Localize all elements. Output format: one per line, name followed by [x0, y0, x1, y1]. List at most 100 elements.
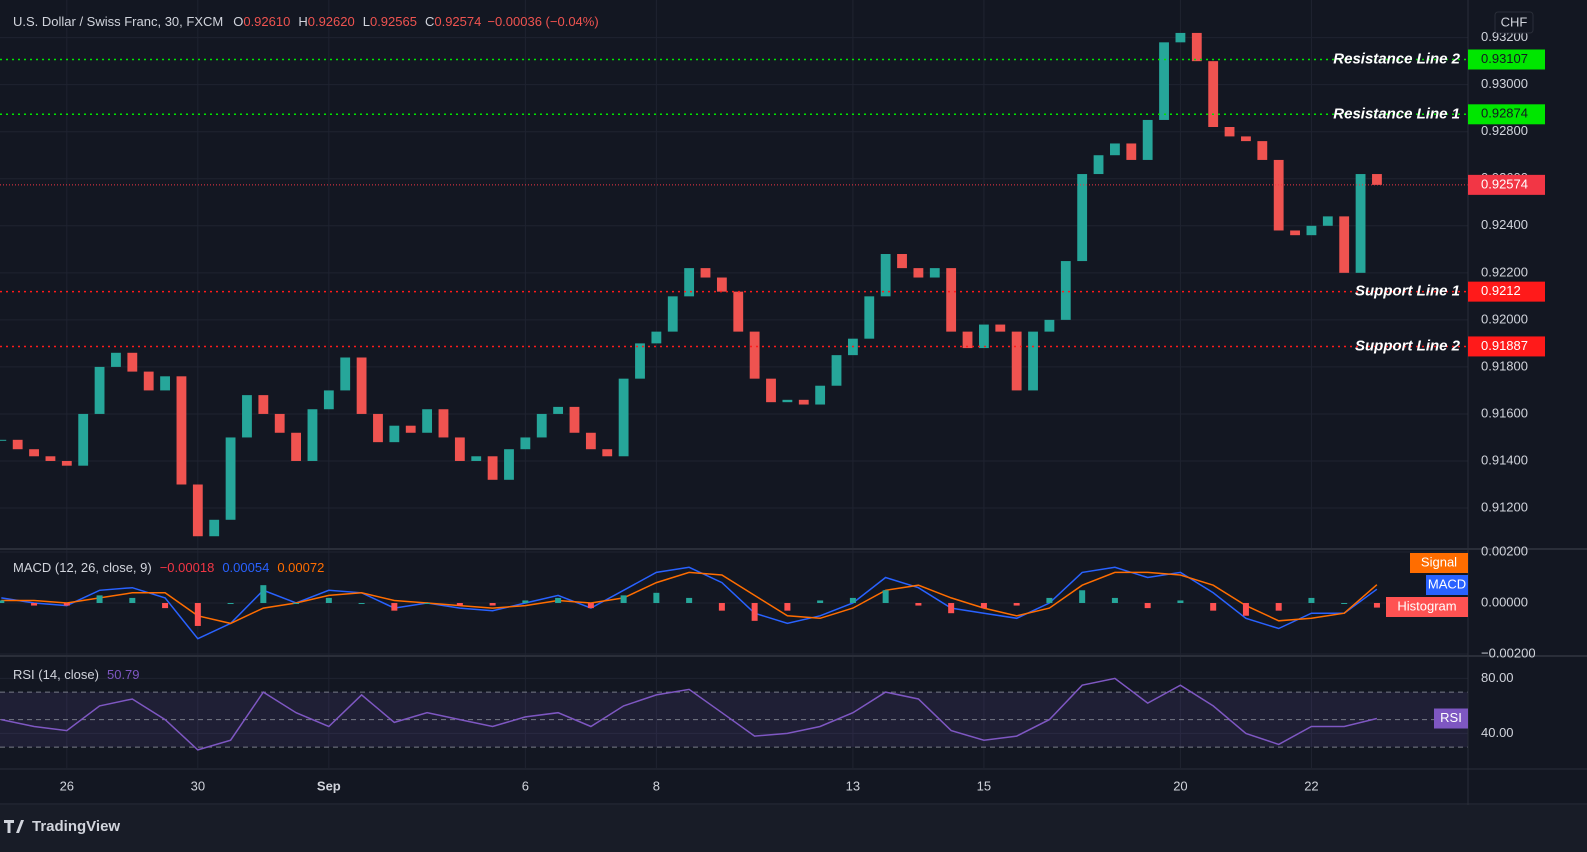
candle: [995, 324, 1006, 332]
candle: [1224, 127, 1235, 137]
histogram-bar: [0, 600, 5, 604]
macd-value: −0.00018: [160, 560, 215, 575]
candle: [1372, 174, 1382, 185]
candle: [897, 254, 907, 269]
macd-value: 0.00054: [222, 560, 269, 575]
candle: [291, 432, 302, 461]
change: −0.00036 (−0.04%): [487, 14, 598, 29]
y-tick-label: 40.00: [1481, 725, 1514, 740]
histogram-bar: [1111, 597, 1118, 604]
legend-box: [1386, 597, 1468, 617]
candle: [782, 399, 793, 403]
level-value: 0.91887: [1481, 338, 1528, 353]
candle: [274, 413, 285, 433]
candle: [438, 409, 449, 438]
candle: [798, 399, 809, 405]
level-name: Resistance Line 1: [1333, 105, 1460, 122]
candle: [340, 357, 351, 391]
candle: [946, 268, 957, 332]
y-tick-label: 0.92400: [1481, 217, 1528, 232]
y-tick-label: 0.92000: [1481, 311, 1528, 326]
candle: [520, 437, 531, 450]
histogram-bar: [1013, 603, 1020, 606]
candle: [1241, 136, 1251, 142]
x-tick-label: 20: [1173, 778, 1187, 793]
histogram-bar: [751, 603, 758, 621]
level-value: 0.92874: [1481, 106, 1528, 121]
histogram-bar: [1275, 603, 1282, 611]
candle: [1159, 42, 1169, 120]
candle: [0, 439, 7, 441]
histogram-bar: [489, 603, 496, 606]
x-tick-label: 13: [846, 778, 860, 793]
ohlc-key: C: [425, 14, 434, 29]
candle: [962, 331, 973, 349]
level-name: Support Line 1: [1355, 283, 1460, 300]
histogram-bar: [194, 603, 201, 626]
histogram-bar: [96, 595, 103, 604]
histogram-bar: [718, 603, 725, 611]
candle: [1142, 119, 1153, 160]
candle: [242, 395, 252, 438]
candle: [766, 378, 776, 403]
histogram-bar: [620, 595, 627, 604]
y-tick-label: 0.91600: [1481, 405, 1528, 420]
candle: [487, 456, 498, 480]
candle: [1208, 61, 1219, 128]
histogram-bar: [1144, 603, 1151, 609]
candle: [831, 355, 842, 386]
y-tick-label: −0.00200: [1481, 645, 1536, 660]
x-tick-label: 22: [1304, 778, 1318, 793]
histogram-bar: [424, 603, 431, 605]
candle: [1175, 32, 1186, 43]
candle: [1191, 32, 1202, 62]
macd-header: MACD (12, 26, close, 9) −0.00018 0.00054 0.…: [13, 560, 324, 575]
y-tick-label: 0.00000: [1481, 594, 1528, 609]
candle: [258, 395, 269, 414]
footer-bar: [0, 805, 1587, 852]
histogram-bar: [915, 603, 922, 606]
histogram-bar: [522, 600, 529, 604]
candle: [880, 254, 891, 297]
y-tick-label: 0.92800: [1481, 123, 1528, 138]
histogram-bar: [456, 603, 463, 606]
candle: [143, 371, 154, 391]
histogram-bar: [1242, 603, 1249, 616]
candle: [12, 439, 23, 450]
candle: [160, 376, 170, 391]
candle: [1273, 159, 1284, 231]
level-value: 0.9212: [1481, 283, 1521, 298]
candle: [716, 277, 727, 292]
candle: [618, 378, 629, 457]
rsi-value: 50.79: [107, 667, 140, 682]
histogram-bar: [653, 592, 660, 604]
candle: [1011, 331, 1022, 391]
candle: [913, 268, 924, 278]
level-box: [1468, 336, 1545, 357]
histogram-bar: [1373, 603, 1380, 608]
candle: [373, 413, 383, 443]
ohlc-value: 0.92574: [434, 14, 481, 29]
histogram-bar: [686, 597, 693, 604]
ohlc-key: L: [363, 14, 370, 29]
candle: [45, 456, 56, 461]
histogram-bar: [1341, 603, 1348, 605]
x-tick-label: 15: [977, 778, 991, 793]
level-name: Support Line 2: [1355, 337, 1461, 354]
rsi-label: RSI: [1440, 710, 1462, 725]
candle: [1028, 331, 1038, 391]
currency: CHF: [1501, 14, 1528, 29]
histogram-bar: [162, 603, 169, 609]
histogram-bar: [1046, 597, 1053, 604]
candle: [1355, 174, 1366, 273]
x-tick-label: 8: [653, 778, 660, 793]
candle: [651, 331, 662, 344]
legend-box: [1426, 575, 1468, 595]
candle: [733, 291, 744, 332]
rsi-header: RSI (14, close) 50.79: [13, 667, 140, 682]
candle: [61, 460, 72, 466]
logo-icon: [4, 820, 24, 833]
candle: [864, 296, 875, 339]
candle: [192, 484, 203, 537]
candle: [749, 331, 760, 379]
